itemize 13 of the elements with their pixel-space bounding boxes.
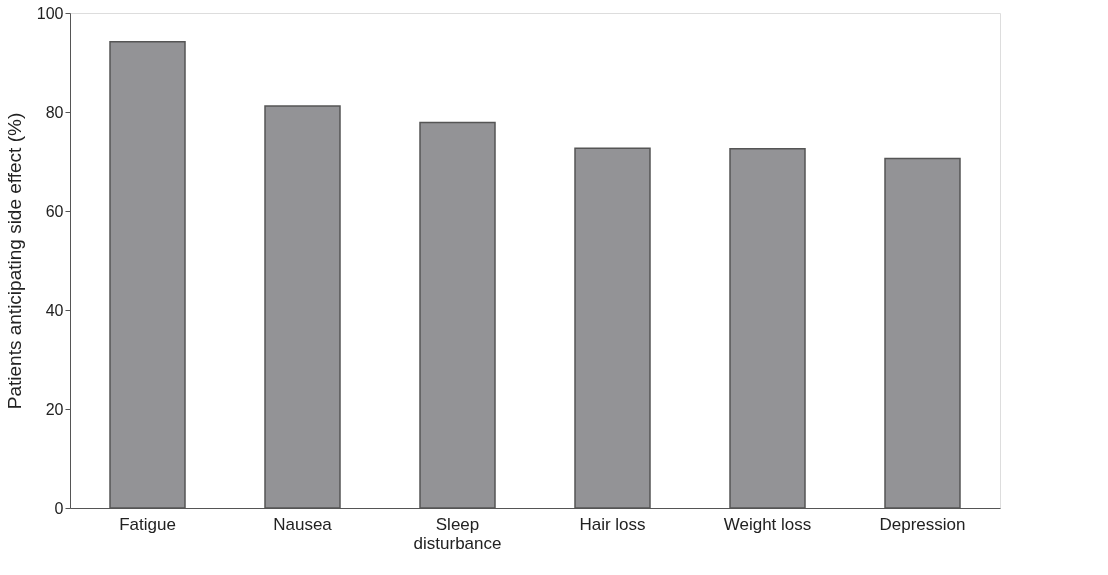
x-tick-label: Weight loss — [723, 514, 812, 534]
x-tick-label: Nausea — [273, 514, 333, 534]
x-tick-label: Sleep disturbance — [413, 514, 502, 553]
y-tick-label: 60 — [45, 202, 64, 220]
x-tick-label: Fatigue — [119, 514, 176, 534]
y-tick-label: 20 — [45, 400, 64, 418]
y-axis-title: Patients anticipating side effect (%) — [3, 112, 25, 410]
x-tick-label: Hair loss — [579, 514, 646, 534]
y-tick-label: 40 — [45, 301, 64, 319]
y-tick-label: 80 — [45, 103, 64, 121]
x-tick-label: Depression — [879, 514, 966, 534]
y-tick-label: 100 — [36, 4, 64, 22]
y-tick-label: 0 — [54, 499, 64, 517]
